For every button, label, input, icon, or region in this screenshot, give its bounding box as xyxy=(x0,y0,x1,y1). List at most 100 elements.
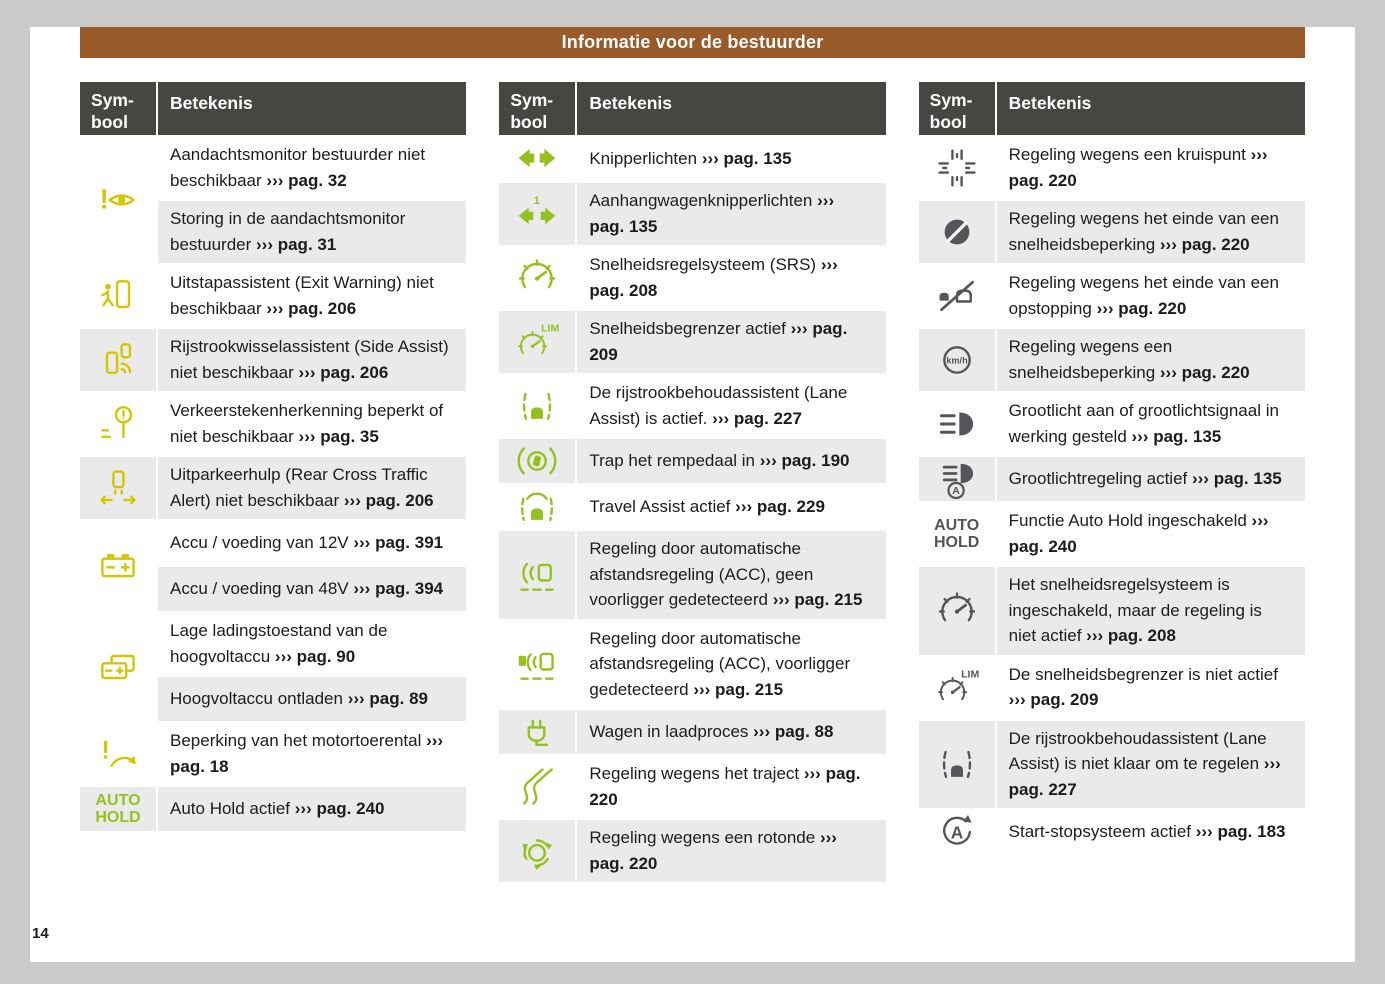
meaning-text: Snelheidsbegrenzer actief xyxy=(589,319,786,338)
symbol-table-2: Sym-bool Betekenis Knipperlichten ››› pag.… xyxy=(499,82,886,884)
lane-assist-icon xyxy=(515,384,559,428)
meaning-text: Regeling wegens het einde van een opstop… xyxy=(1008,273,1279,318)
page-reference: ››› pag. 206 xyxy=(266,298,357,318)
page-reference: ››› pag. 209 xyxy=(589,319,848,364)
symbol-column-header: Sym-bool xyxy=(918,82,995,135)
symbol-cell xyxy=(499,620,576,708)
page-reference: ››› pag. 227 xyxy=(712,408,802,428)
cruise-control-icon xyxy=(515,256,559,300)
charging-plug-icon xyxy=(515,710,559,754)
page-reference: ››› pag. 220 xyxy=(1159,234,1250,254)
meaning-row: Rijstrookwisselassistent (Side Assist) n… xyxy=(158,329,467,391)
meaning-text: Accu / voeding van 12V xyxy=(170,532,349,552)
meaning-text: Het snelheidsregelsysteem is ingeschakel… xyxy=(1008,575,1262,645)
meaning-row: Wagen in laadproces ››› pag. 88 xyxy=(577,710,886,754)
end-of-speed-limit-icon xyxy=(935,210,979,254)
symbol-tables: Sym-bool Betekenis! Aandachtsmonitor bestu… xyxy=(80,82,1305,884)
svg-text:A: A xyxy=(952,485,960,497)
meaning-text: Hoogvoltaccu ontladen xyxy=(170,688,343,708)
meaning-row: Beperking van het motortoerental ››› pag… xyxy=(158,723,467,785)
symbol-row-group: A Start-stopsysteem actief ››› pag. 183 xyxy=(918,810,1305,856)
symbol-cell: LIM xyxy=(918,656,995,719)
symbol-row-group: Het snelheidsregelsysteem is ingeschakel… xyxy=(918,567,1305,657)
symbol-row-group: km/h Regeling wegens een snelheidsbeperki… xyxy=(918,329,1305,393)
meaning-text: Verkeerstekenherkenning beperkt of niet … xyxy=(170,401,444,446)
side-assist-icon xyxy=(96,338,140,382)
end-of-congestion-icon xyxy=(935,274,979,318)
symbol-row-group: Regeling wegens een kruispunt ››› pag. 2… xyxy=(918,137,1305,201)
page-reference: ››› pag. 220 xyxy=(1096,298,1187,318)
page-reference: ››› pag. 206 xyxy=(298,362,389,382)
meaning-text: Lage ladingstoestand van de hoogvoltaccu xyxy=(170,621,388,666)
symbol-row-group: Rijstrookwisselassistent (Side Assist) n… xyxy=(80,329,467,393)
engine-speed-limit-icon: ! xyxy=(96,732,140,776)
symbol-table-3: Sym-bool Betekenis Regeling wegens een kru… xyxy=(918,82,1305,856)
meaning-text: Regeling wegens een rotonde xyxy=(589,828,816,847)
meaning-text: Aandachtsmonitor bestuurder niet beschik… xyxy=(170,145,426,190)
junction-icon xyxy=(935,146,979,190)
meaning-row: Regeling wegens een rotonde ››› pag. 220 xyxy=(577,820,886,882)
meaning-text: Trap het rempedaal in xyxy=(589,450,756,470)
symbol-cell xyxy=(918,201,995,263)
svg-text:A: A xyxy=(950,822,963,842)
symbol-row-group: Grootlicht aan of grootlichtsignaal in w… xyxy=(918,393,1305,457)
page-reference: ››› pag. 209 xyxy=(1008,690,1099,709)
driver-attention-monitor-icon: ! xyxy=(96,178,140,222)
symbol-cell: ! xyxy=(80,137,156,263)
meaning-text: De snelheidsbegrenzer is niet actief xyxy=(1008,664,1278,684)
svg-text:LIM: LIM xyxy=(541,322,559,334)
meaning-text: Regeling door automatische afstandsregel… xyxy=(589,628,851,699)
page-reference: ››› pag. 18 xyxy=(170,731,444,776)
meaning-row: Storing in de aandachtsmonitor bestuurde… xyxy=(158,201,467,263)
auto-high-beam-icon: A xyxy=(935,457,979,501)
symbol-cell: A xyxy=(918,810,995,854)
table-header-row: Sym-bool Betekenis xyxy=(918,82,1305,137)
symbol-cell xyxy=(499,756,576,818)
page-reference: ››› pag. 206 xyxy=(343,490,434,510)
brake-pedal-icon xyxy=(515,439,559,483)
meaning-row: Regeling door automatische afstandsregel… xyxy=(577,620,886,708)
meaning-row: De rijstrookbehoudassistent (Lane Assist… xyxy=(577,375,886,437)
meaning-text: Travel Assist actief xyxy=(589,496,731,516)
travel-assist-icon xyxy=(515,485,559,529)
meaning-column-header: Betekenis xyxy=(158,82,467,135)
meaning-text: Functie Auto Hold ingeschakeld xyxy=(1008,511,1247,530)
symbol-row-group: De rijstrookbehoudassistent (Lane Assist… xyxy=(499,375,886,439)
symbol-row-group: 1 Aanhangwagenknipperlichten ››› pag. 135 xyxy=(499,183,886,247)
svg-text:km/h: km/h xyxy=(946,356,968,366)
acc-vehicle-icon xyxy=(515,642,559,686)
symbol-row-group: Trap het rempedaal in ››› pag. 190 xyxy=(499,439,886,485)
page-reference: ››› pag. 394 xyxy=(353,578,444,598)
meaning-column-header: Betekenis xyxy=(577,82,886,135)
meaning-row: Grootlicht aan of grootlichtsignaal in w… xyxy=(996,393,1305,455)
meaning-row: Verkeerstekenherkenning beperkt of niet … xyxy=(158,393,467,455)
svg-text:1: 1 xyxy=(534,195,540,207)
meaning-row: Uitstapassistent (Exit Warning) niet bes… xyxy=(158,265,467,327)
symbol-row-group: Wagen in laadproces ››› pag. 88 xyxy=(499,710,886,756)
symbol-cell: AUTO HOLD xyxy=(918,503,995,565)
symbol-cell: 1 xyxy=(499,183,576,245)
symbol-cell xyxy=(80,457,156,519)
svg-text:!: ! xyxy=(100,183,109,214)
svg-text:!: ! xyxy=(102,738,110,765)
start-stop-icon: A xyxy=(935,810,979,854)
page-reference: ››› pag. 208 xyxy=(589,255,838,300)
meaning-row: Start-stopsysteem actief ››› pag. 183 xyxy=(996,810,1305,854)
symbol-cell xyxy=(80,521,156,611)
symbol-row-group: Regeling wegens het traject ››› pag. 220 xyxy=(499,756,886,820)
symbol-row-group: AUTO HOLD Auto Hold actief ››› pag. 240 xyxy=(80,787,467,833)
symbol-cell: km/h xyxy=(918,329,995,391)
meaning-row: Travel Assist actief ››› pag. 229 xyxy=(577,485,886,529)
symbol-cell xyxy=(918,720,995,808)
symbol-cell xyxy=(499,137,576,181)
meaning-text: De rijstrookbehoudassistent (Lane Assist… xyxy=(1008,728,1267,774)
meaning-text: Uitstapassistent (Exit Warning) niet bes… xyxy=(170,273,434,318)
meaning-row: Accu / voeding van 48V ››› pag. 394 xyxy=(158,567,467,611)
page-reference: ››› pag. 35 xyxy=(298,426,379,446)
meaning-text: Auto Hold actief xyxy=(170,798,291,818)
symbol-cell xyxy=(80,393,156,455)
route-regulation-icon xyxy=(515,765,559,809)
meaning-text: Beperking van het motortoerental xyxy=(170,731,422,750)
meaning-row: De rijstrookbehoudassistent (Lane Assist… xyxy=(996,720,1305,808)
symbol-cell xyxy=(918,393,995,455)
